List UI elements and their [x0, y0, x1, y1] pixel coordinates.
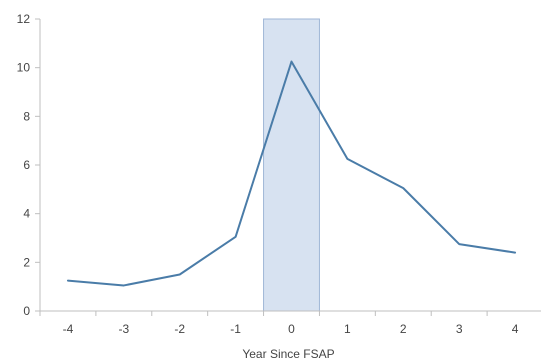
series-line	[66, 60, 517, 287]
y-tick-label: 6	[23, 158, 30, 172]
x-tick-label: 4	[512, 322, 519, 336]
y-tick-label: 0	[23, 304, 30, 318]
x-tick-label: 3	[456, 322, 463, 336]
x-tick-label: 2	[400, 322, 407, 336]
fsap-highlight-band	[263, 18, 320, 312]
x-tick-label: 0	[288, 322, 295, 336]
x-tick-label: -2	[174, 322, 185, 336]
x-tick-label: -1	[230, 322, 241, 336]
x-tick-label: -3	[118, 322, 129, 336]
y-tick-label: 10	[17, 61, 31, 75]
y-tick-label: 12	[17, 12, 31, 26]
y-tick-labels: 0 2 4 6 8 10 12	[17, 12, 31, 318]
fsap-highlight-band-layer	[263, 18, 320, 312]
x-tick-labels: -4 -3 -2 -1 0 1 2 3 4	[63, 322, 519, 336]
y-tick-label: 8	[23, 109, 30, 123]
axes	[35, 18, 541, 316]
series-line-layer	[66, 60, 517, 287]
y-tick-label: 4	[23, 207, 30, 221]
x-tick-label: 1	[344, 322, 351, 336]
x-axis-label: Year Since FSAP	[242, 347, 334, 361]
y-tick-label: 2	[23, 255, 30, 269]
x-tick-label: -4	[63, 322, 74, 336]
